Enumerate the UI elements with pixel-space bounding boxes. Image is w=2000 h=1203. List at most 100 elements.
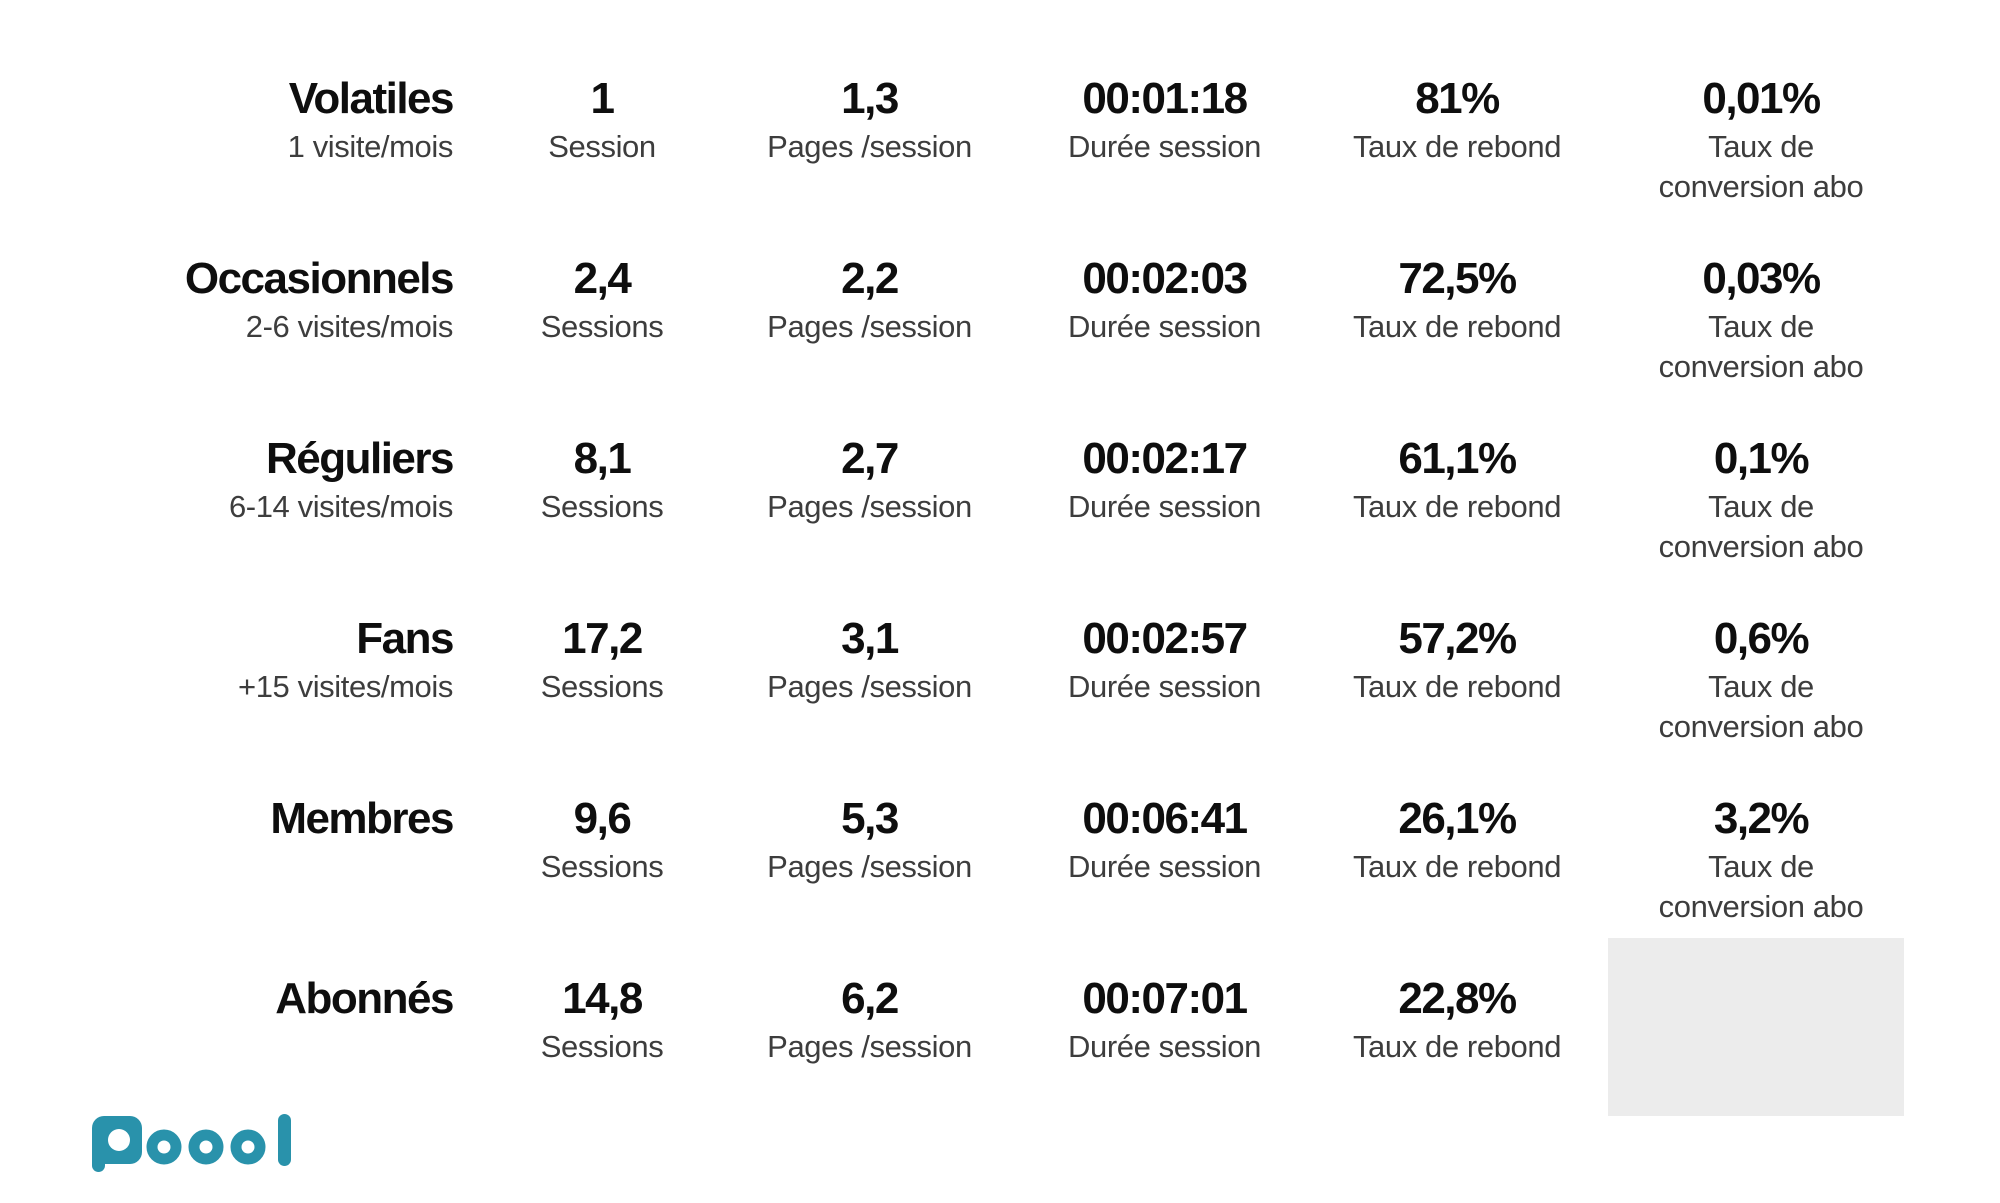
cell-bounce: 81% Taux de rebond — [1337, 72, 1577, 252]
segment-name: Volatiles — [288, 74, 455, 123]
cell-bounce: 72,5% Taux de rebond — [1337, 252, 1577, 432]
bounce-value: 57,2% — [1398, 614, 1517, 663]
sessions-value: 17,2 — [562, 614, 643, 663]
duration-label: Durée session — [1068, 669, 1261, 704]
sessions-label: Sessions — [540, 309, 664, 344]
duration-value: 00:01:18 — [1082, 74, 1248, 123]
cell-duration: 00:02:03 Durée session — [992, 252, 1337, 432]
logo-o3 — [230, 1129, 266, 1165]
pages-value: 6,2 — [841, 974, 899, 1023]
cell-duration: 00:02:57 Durée session — [992, 612, 1337, 792]
conversion-value: 0,01% — [1702, 74, 1821, 123]
cell-bounce: 26,1% Taux de rebond — [1337, 792, 1577, 972]
pages-label: Pages /session — [767, 489, 972, 524]
sessions-label: Session — [548, 129, 656, 164]
segment-frequency: 6-14 visites/mois — [228, 489, 453, 524]
segment-frequency: 2-6 visites/mois — [245, 309, 454, 344]
logo-o1 — [146, 1129, 182, 1165]
segment-header-membres: Membres — [0, 792, 457, 972]
duration-label: Durée session — [1068, 1029, 1261, 1064]
cell-sessions: 9,6 Sessions — [457, 792, 747, 972]
empty-metric-placeholder — [1608, 938, 1904, 1116]
duration-label: Durée session — [1068, 489, 1261, 524]
cell-duration: 00:02:17 Durée session — [992, 432, 1337, 612]
segment-header-volatiles: Volatiles 1 visite/mois — [0, 72, 457, 252]
sessions-value: 9,6 — [573, 794, 632, 843]
bounce-label: Taux de rebond — [1352, 309, 1562, 344]
sessions-label: Sessions — [540, 849, 664, 884]
segment-header-fans: Fans +15 visites/mois — [0, 612, 457, 792]
logo-p-stem — [92, 1134, 105, 1172]
sessions-label: Sessions — [540, 489, 664, 524]
segment-header-reguliers: Réguliers 6-14 visites/mois — [0, 432, 457, 612]
segment-name: Fans — [356, 614, 454, 663]
bounce-value: 81% — [1415, 74, 1500, 123]
duration-value: 00:02:03 — [1082, 254, 1248, 303]
segment-name: Abonnés — [275, 974, 454, 1023]
duration-value: 00:02:17 — [1082, 434, 1248, 483]
poool-logo — [92, 1114, 291, 1172]
segment-header-abonnes: Abonnés — [0, 972, 457, 1152]
sessions-label: Sessions — [540, 1029, 664, 1064]
conversion-label: Taux de conversion abo — [1658, 489, 1864, 564]
conversion-value: 0,03% — [1702, 254, 1821, 303]
cell-pages: 6,2 Pages /session — [747, 972, 992, 1152]
cell-conversion: 0,03% Taux de conversion abo — [1577, 252, 1945, 432]
segment-frequency: 1 visite/mois — [287, 129, 454, 164]
cell-sessions: 2,4 Sessions — [457, 252, 747, 432]
cell-conversion: 0,01% Taux de conversion abo — [1577, 72, 1945, 252]
logo-l — [278, 1114, 291, 1166]
pages-value: 2,7 — [841, 434, 899, 483]
segments-table: Volatiles 1 visite/mois 1 Session 1,3 Pa… — [0, 72, 1945, 1152]
sessions-value: 2,4 — [573, 254, 632, 303]
cell-pages: 5,3 Pages /session — [747, 792, 992, 972]
bounce-value: 26,1% — [1398, 794, 1517, 843]
logo-o2 — [188, 1129, 224, 1165]
conversion-label: Taux de conversion abo — [1658, 309, 1864, 384]
cell-sessions: 1 Session — [457, 72, 747, 252]
duration-label: Durée session — [1068, 129, 1261, 164]
sessions-value: 1 — [590, 74, 615, 123]
conversion-value: 0,1% — [1713, 434, 1810, 483]
bounce-label: Taux de rebond — [1352, 1029, 1562, 1064]
cell-bounce: 57,2% Taux de rebond — [1337, 612, 1577, 792]
cell-bounce: 61,1% Taux de rebond — [1337, 432, 1577, 612]
duration-value: 00:06:41 — [1082, 794, 1248, 843]
segment-name: Réguliers — [265, 434, 455, 483]
cell-conversion: 0,1% Taux de conversion abo — [1577, 432, 1945, 612]
conversion-label: Taux de conversion abo — [1658, 669, 1864, 744]
segment-frequency: +15 visites/mois — [238, 669, 453, 704]
cell-bounce: 22,8% Taux de rebond — [1337, 972, 1577, 1152]
cell-duration: 00:07:01 Durée session — [992, 972, 1337, 1152]
conversion-label: Taux de conversion abo — [1658, 849, 1864, 924]
pages-value: 5,3 — [841, 794, 899, 843]
bounce-value: 72,5% — [1398, 254, 1517, 303]
duration-value: 00:07:01 — [1082, 974, 1248, 1023]
segment-name: Occasionnels — [184, 254, 455, 303]
segment-header-occasionnels: Occasionnels 2-6 visites/mois — [0, 252, 457, 432]
bounce-value: 22,8% — [1398, 974, 1517, 1023]
conversion-label: Taux de conversion abo — [1658, 129, 1864, 204]
cell-sessions: 8,1 Sessions — [457, 432, 747, 612]
cell-pages: 2,7 Pages /session — [747, 432, 992, 612]
bounce-label: Taux de rebond — [1352, 669, 1562, 704]
bounce-label: Taux de rebond — [1352, 489, 1562, 524]
cell-duration: 00:06:41 Durée session — [992, 792, 1337, 972]
cell-pages: 1,3 Pages /session — [747, 72, 992, 252]
pages-label: Pages /session — [767, 849, 972, 884]
sessions-value: 8,1 — [573, 434, 632, 483]
cell-conversion: 3,2% Taux de conversion abo — [1577, 792, 1945, 972]
pages-label: Pages /session — [767, 309, 972, 344]
pages-label: Pages /session — [767, 1029, 972, 1064]
cell-pages: 3,1 Pages /session — [747, 612, 992, 792]
sessions-label: Sessions — [540, 669, 664, 704]
bounce-label: Taux de rebond — [1352, 129, 1562, 164]
logo-p-counter — [108, 1129, 130, 1151]
pages-label: Pages /session — [767, 669, 972, 704]
cell-conversion: 0,6% Taux de conversion abo — [1577, 612, 1945, 792]
duration-label: Durée session — [1068, 309, 1261, 344]
cell-sessions: 17,2 Sessions — [457, 612, 747, 792]
cell-sessions: 14,8 Sessions — [457, 972, 747, 1152]
pages-label: Pages /session — [767, 129, 972, 164]
